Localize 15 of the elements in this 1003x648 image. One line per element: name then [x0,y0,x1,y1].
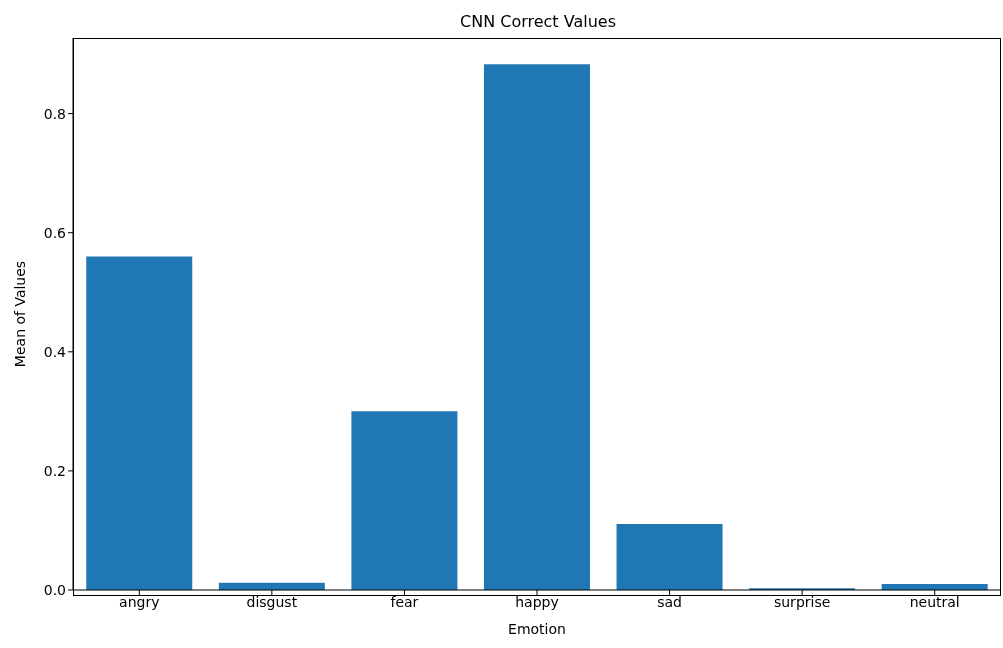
x-axis-title: Emotion [508,621,566,637]
x-tick-label: disgust [246,593,298,610]
x-tick-label: surprise [773,593,831,610]
y-axis-title: Mean of Values [11,260,28,368]
y-tick-label: 0.8 [43,105,66,122]
x-tick-label: neutral [909,593,960,610]
x-tick-label: happy [515,593,559,610]
x-tick-label: angry [119,593,160,610]
y-tick-label: 0.4 [43,343,67,360]
x-tick-label: fear [390,593,419,610]
y-tick-label: 0.6 [43,224,67,241]
y-tick-label: 0.2 [43,462,66,479]
chart-title: CNN Correct Values [459,12,617,31]
x-tick-label: sad [657,593,682,610]
y-tick-label: 0.0 [43,581,66,598]
